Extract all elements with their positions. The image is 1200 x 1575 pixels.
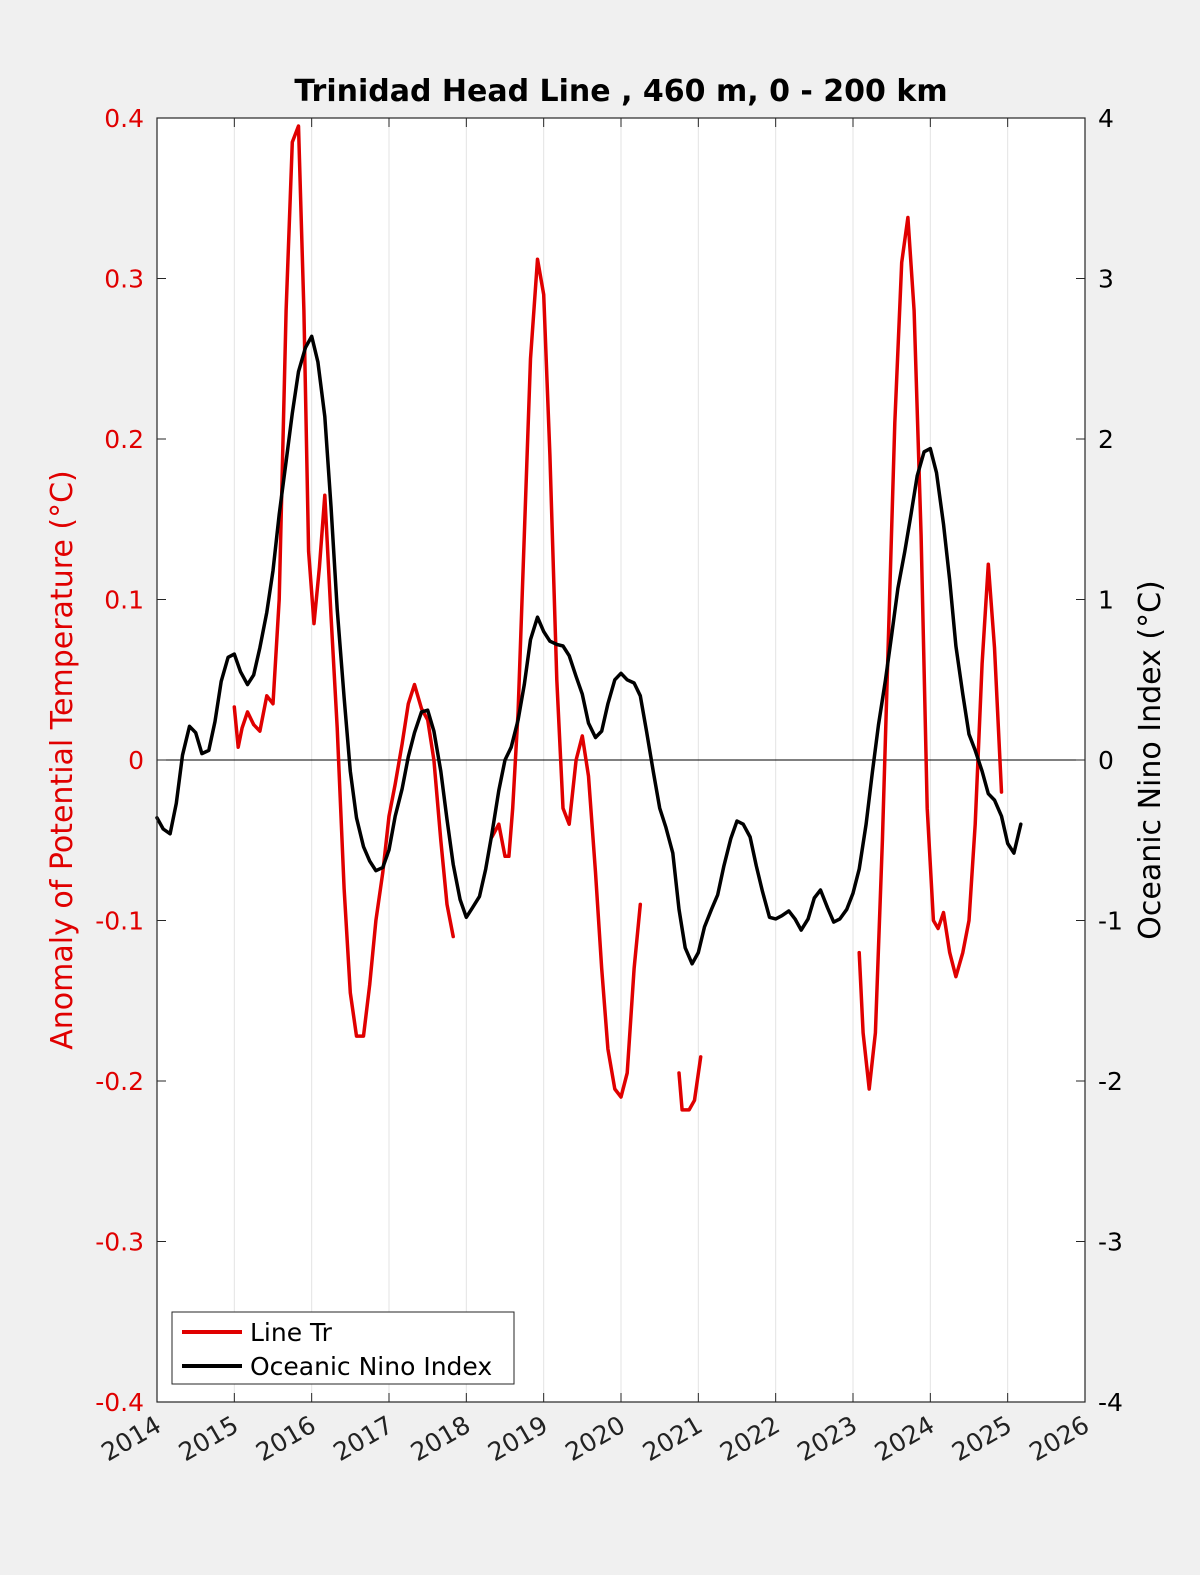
y-tick-label-right: 1 — [1098, 586, 1114, 615]
axis-ticks: 2014 2015 2016 2017 2018 2019 2020 2021 2022 2023… — [95, 104, 1123, 1467]
y-tick-label-left: 0.2 — [104, 425, 144, 454]
y-tick-label-right: -3 — [1098, 1228, 1123, 1257]
series-line-tr-segment — [232, 124, 455, 1038]
y-tick-label-left: -0.1 — [95, 907, 144, 936]
y-tick-label-right: -2 — [1098, 1067, 1123, 1096]
y-tick-label-right: -1 — [1098, 907, 1123, 936]
series-line-tr-segment — [857, 215, 1004, 1091]
y-tick-label-left: 0.1 — [104, 586, 144, 615]
y-tick-label-right: 0 — [1098, 746, 1114, 775]
series-oceanic-nino-index — [155, 334, 1023, 966]
y-tick-label-left: -0.4 — [95, 1388, 144, 1417]
y-tick-label-right: 4 — [1098, 104, 1114, 133]
y-axis-label-left: Anomaly of Potential Temperature (°C) — [45, 470, 80, 1049]
legend-label-oni: Oceanic Nino Index — [250, 1352, 492, 1381]
y-tick-label-left: 0.4 — [104, 104, 144, 133]
y-tick-label-right: 2 — [1098, 425, 1114, 454]
legend-label-line-tr: Line Tr — [250, 1318, 333, 1347]
y-tick-label-right: 3 — [1098, 265, 1114, 294]
series-line-tr-segment — [490, 257, 643, 1099]
y-tick-label-left: 0.3 — [104, 265, 144, 294]
series-line-tr-segment — [677, 1055, 703, 1112]
y-tick-label-left: -0.3 — [95, 1228, 144, 1257]
legend-box — [171, 1311, 515, 1385]
y-tick-label-left: -0.2 — [95, 1067, 144, 1096]
series-group — [155, 124, 1023, 1112]
y-tick-label-right: -4 — [1098, 1388, 1123, 1417]
y-tick-label-left: 0 — [128, 746, 144, 775]
legend: Line Tr Oceanic Nino Index — [171, 1311, 515, 1385]
chart-title: Trinidad Head Line , 460 m, 0 - 200 km — [294, 74, 947, 109]
y-axis-label-right: Oceanic Nino Index (°C) — [1133, 580, 1168, 940]
